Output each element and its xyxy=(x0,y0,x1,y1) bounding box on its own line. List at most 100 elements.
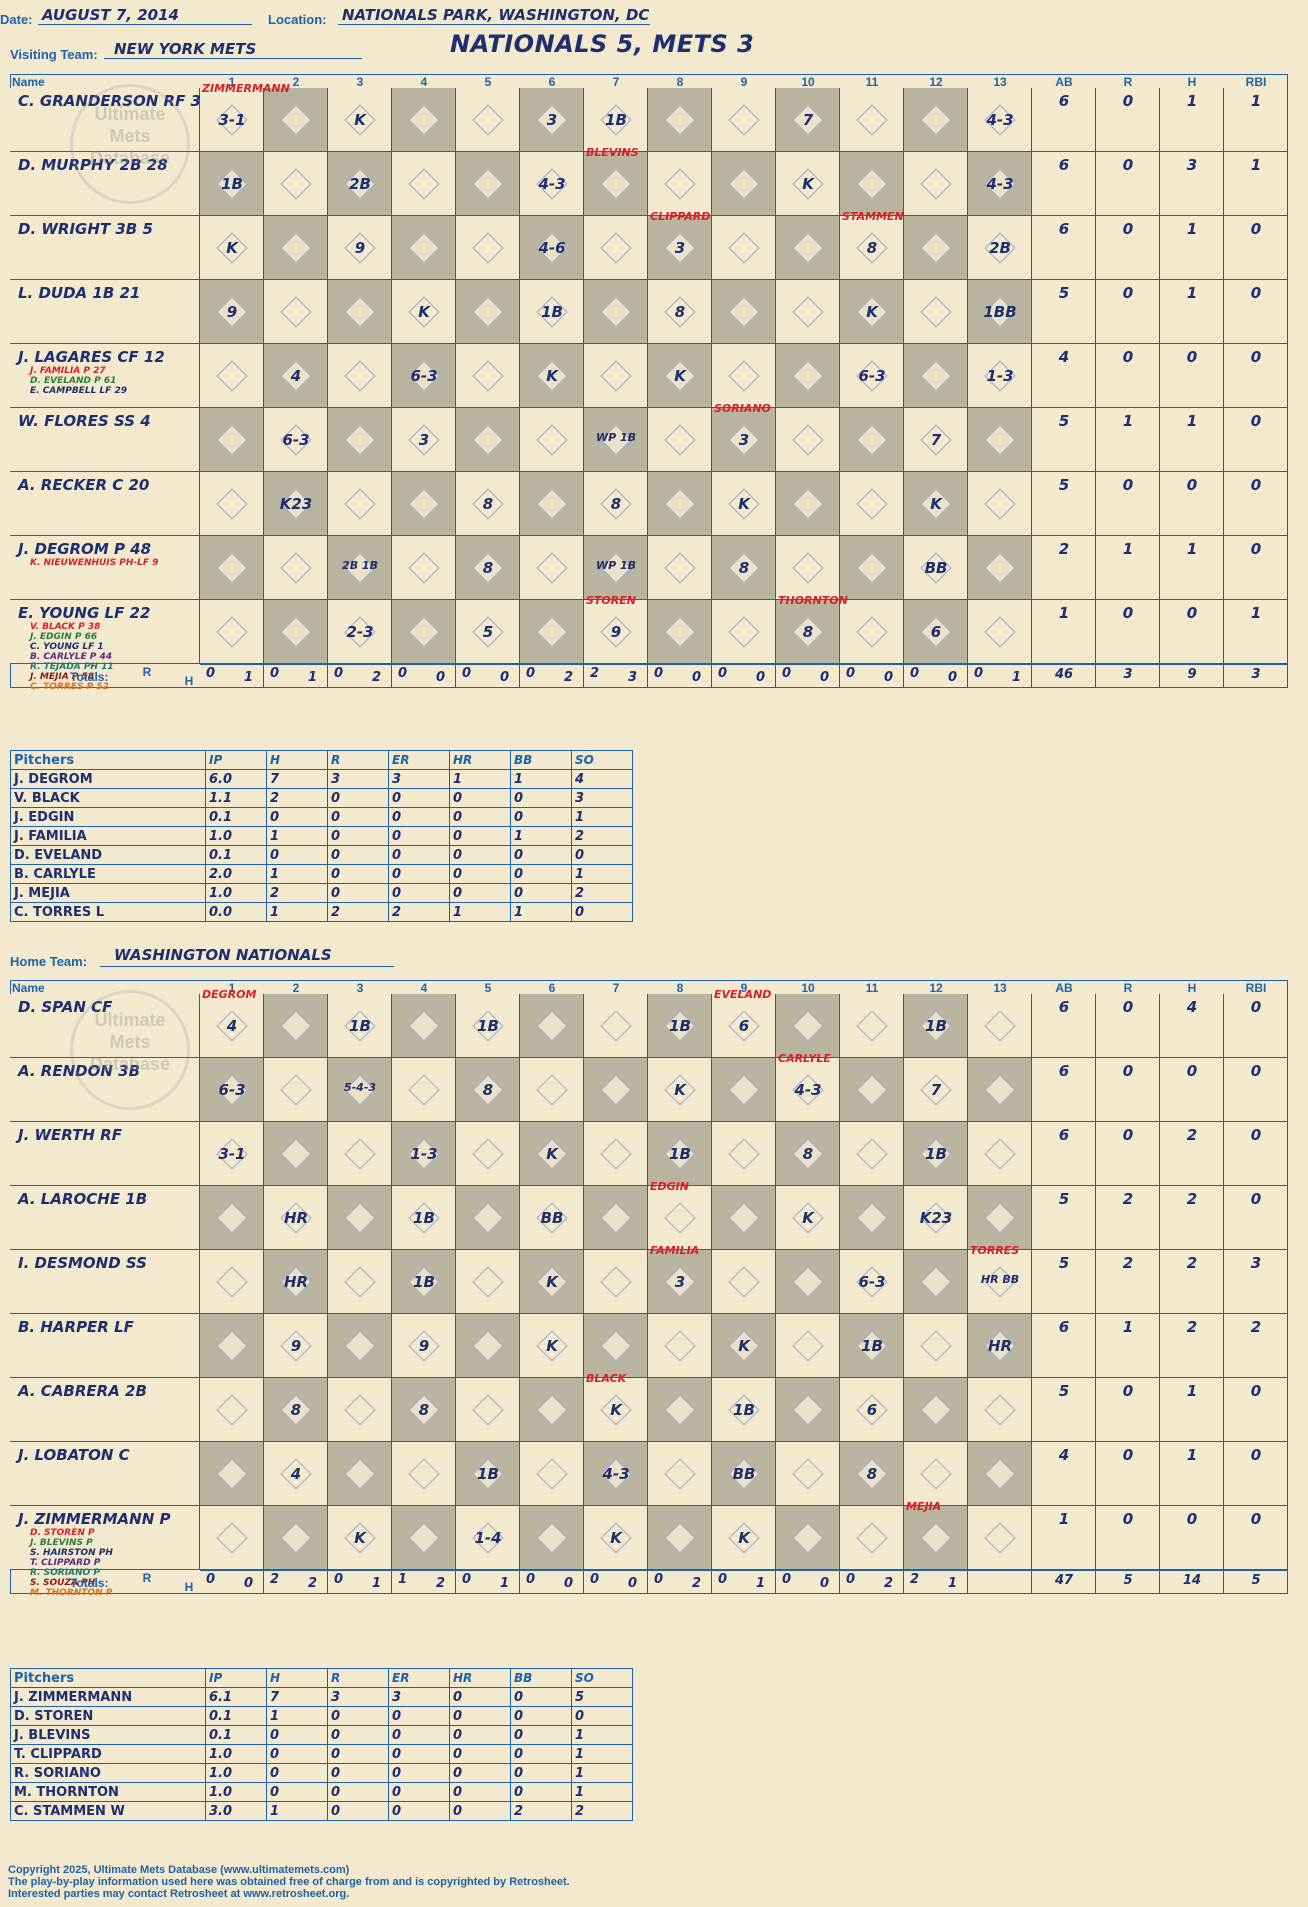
stat-cell xyxy=(1032,1378,1096,1442)
substitute-name: D. STOREN P xyxy=(30,1528,95,1538)
watermark-text: Database xyxy=(89,1054,171,1074)
totals-cell xyxy=(392,664,456,688)
pitching-column-header: IP xyxy=(205,1668,267,1688)
watermark-logo: Ultimate Mets Database xyxy=(70,990,190,1110)
pitcher-name: T. CLIPPARD xyxy=(10,1744,206,1764)
watermark-text: Mets xyxy=(109,1032,151,1052)
name-cell xyxy=(10,1250,200,1314)
substitute-name: S. HAIRSTON PH xyxy=(30,1548,113,1558)
totals-cell xyxy=(648,664,712,688)
watermark-text: Ultimate xyxy=(94,1010,166,1030)
batter-stat: 5 xyxy=(1058,284,1070,302)
play-result: 1B xyxy=(349,1017,371,1035)
pitcher-stat: 7 xyxy=(266,1687,328,1707)
name-cell xyxy=(10,344,200,408)
inning-cell xyxy=(968,1058,1032,1122)
play-result: HR xyxy=(283,1273,309,1291)
play-result: K xyxy=(546,1145,558,1163)
pitcher-stat: 0 xyxy=(571,1706,633,1726)
inning-header: 10 xyxy=(801,981,815,995)
pitcher-stat: 0 xyxy=(266,1725,328,1745)
inning-hits: 0 xyxy=(948,670,958,685)
name-cell xyxy=(10,1314,200,1378)
play-result: 2-3 xyxy=(346,623,374,641)
inning-cell xyxy=(520,88,584,152)
pitcher-stat: 1 xyxy=(266,902,328,922)
watermark-text: Database xyxy=(89,148,171,168)
location-underline xyxy=(338,24,650,25)
hits-label: H xyxy=(184,674,194,688)
stat-header: R xyxy=(1123,981,1133,995)
inning-runs: 0 xyxy=(206,1572,216,1587)
inning-header: 5 xyxy=(484,981,492,995)
footer: Copyright 2025, Ultimate Mets Database (… xyxy=(8,1864,570,1900)
play-result: 8 xyxy=(802,623,814,641)
batter-stat: 1 xyxy=(1058,604,1070,622)
play-result: 2B 1B xyxy=(342,559,378,572)
play-result: K xyxy=(738,1337,750,1355)
play-result: K xyxy=(930,495,942,513)
pitcher-stat: 2 xyxy=(266,883,328,903)
batter-stat: 0 xyxy=(1122,348,1134,366)
inning-cell xyxy=(328,152,392,216)
batter-stat: 1 xyxy=(1186,220,1198,238)
inning-header: 12 xyxy=(929,75,943,89)
pitcher-stat: 0 xyxy=(327,864,389,884)
batter-name: A. CABRERA 2B xyxy=(18,1382,147,1400)
substitute-name: K. NIEUWENHUIS PH-LF 9 xyxy=(30,558,159,568)
batter-stat: 1 xyxy=(1186,540,1198,558)
stat-cell xyxy=(1032,1058,1096,1122)
totals-cell xyxy=(328,1570,392,1594)
play-result: 8 xyxy=(418,1401,430,1419)
play-result: HR xyxy=(283,1209,309,1227)
pitcher-stat: 0 xyxy=(449,788,511,808)
totals-cell xyxy=(776,664,840,688)
pitcher-name: J. DEGROM xyxy=(10,769,206,789)
pitcher-name: J. MEJIA xyxy=(10,883,206,903)
play-result: 1B xyxy=(221,175,243,193)
pitcher-stat: 0 xyxy=(571,902,633,922)
name-cell xyxy=(10,216,200,280)
batter-stat: 5 xyxy=(1058,412,1070,430)
play-result: 1B xyxy=(413,1209,435,1227)
inning-hits: 2 xyxy=(308,1576,318,1591)
play-result: 6-3 xyxy=(858,367,886,385)
inning-header: 9 xyxy=(740,981,748,995)
batter-stat: 0 xyxy=(1186,476,1198,494)
play-result: K xyxy=(546,1337,558,1355)
pitcher-stat: 1 xyxy=(266,1801,328,1821)
stat-cell xyxy=(1224,1250,1288,1314)
stat-cell xyxy=(1032,536,1096,600)
inning-hits: 1 xyxy=(244,670,254,685)
batter-stat: 2 xyxy=(1122,1254,1134,1272)
play-result: 4-3 xyxy=(986,175,1014,193)
stat-cell xyxy=(1224,536,1288,600)
play-result: 1B xyxy=(413,1273,435,1291)
totals-cell xyxy=(904,664,968,688)
stat-cell xyxy=(1096,1442,1160,1506)
totals-cell xyxy=(264,664,328,688)
pitcher-stat: 0 xyxy=(510,1687,572,1707)
batter-stat: 2 xyxy=(1122,1190,1134,1208)
totals-cell xyxy=(904,1570,968,1594)
batter-stat: 0 xyxy=(1250,540,1262,558)
play-result: 7 xyxy=(930,1081,942,1099)
play-result: 3 xyxy=(418,431,430,449)
play-result: WP 1B xyxy=(595,559,637,572)
pitcher-stat: 0.1 xyxy=(205,845,267,865)
play-result: K xyxy=(738,495,750,513)
inning-cell xyxy=(520,536,584,600)
batter-stat: 5 xyxy=(1058,1190,1070,1208)
pitcher-row: J. EDGIN 0.1 0 0 0 0 0 1 xyxy=(10,807,633,827)
batter-name: L. DUDA 1B 21 xyxy=(18,284,141,302)
batter-stat: 4 xyxy=(1186,998,1198,1016)
batter-stat: 2 xyxy=(1186,1190,1198,1208)
totals-cell xyxy=(520,664,584,688)
totals-cell xyxy=(840,664,904,688)
pitching-change-note: FAMILIA xyxy=(650,1244,700,1257)
batter-stat: 1 xyxy=(1186,1446,1198,1464)
play-result: 1-4 xyxy=(474,1529,502,1547)
stat-cell xyxy=(1160,600,1224,664)
pitcher-stat: 0 xyxy=(449,807,511,827)
pitcher-stat: 0 xyxy=(327,845,389,865)
